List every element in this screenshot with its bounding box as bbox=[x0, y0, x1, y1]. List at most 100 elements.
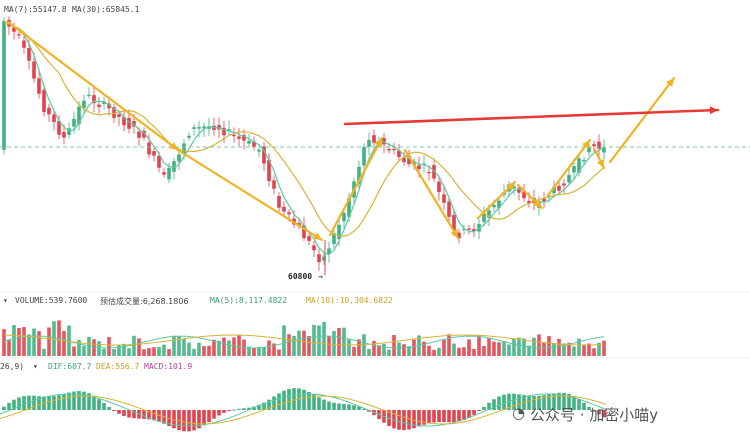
volume-bar bbox=[167, 349, 171, 356]
macd-histogram-bar bbox=[67, 392, 71, 410]
candle-body bbox=[497, 200, 501, 208]
gold-trend-arrow-head bbox=[169, 141, 178, 150]
volume-bar bbox=[402, 344, 406, 356]
volume-bar bbox=[582, 344, 586, 356]
candle-body bbox=[452, 214, 456, 230]
macd-histogram-bar bbox=[347, 404, 351, 410]
macd-histogram-bar bbox=[122, 410, 126, 417]
macd-histogram-bar bbox=[407, 410, 411, 430]
gold-trend-arrow bbox=[476, 180, 517, 220]
volume-bar bbox=[72, 346, 76, 356]
candle-body bbox=[367, 139, 371, 147]
volume-bar bbox=[452, 343, 456, 356]
volume-bar bbox=[487, 337, 491, 356]
candle-body bbox=[187, 135, 191, 138]
macd-histogram-bar bbox=[82, 391, 86, 410]
candle-body bbox=[147, 142, 151, 155]
volume-bar bbox=[302, 330, 306, 356]
macd-histogram-bar bbox=[492, 399, 496, 410]
macd-params-legend: 26,9) bbox=[0, 362, 25, 371]
low-price-arrow-icon: → bbox=[318, 272, 323, 281]
volume-bar bbox=[127, 348, 131, 356]
volume-bar bbox=[77, 339, 81, 356]
candle-body bbox=[162, 172, 166, 175]
candle-body bbox=[202, 126, 206, 129]
low-price-label: 60800 bbox=[288, 272, 313, 281]
volume-bar bbox=[182, 338, 186, 356]
volume-bar bbox=[122, 343, 126, 356]
macd-histogram-bar bbox=[397, 410, 401, 430]
volume-bar bbox=[207, 345, 211, 356]
volume-bar bbox=[352, 346, 356, 356]
watermark-text: 公众号 · 加密小喵y bbox=[530, 406, 659, 424]
volume-bar bbox=[107, 337, 111, 356]
candle-body bbox=[427, 171, 431, 174]
macd-histogram-bar bbox=[232, 409, 236, 411]
ma-fast-legend: MA(7):55147.8 bbox=[4, 5, 67, 14]
macd-histogram-bar bbox=[572, 396, 576, 410]
volume-bar bbox=[237, 334, 241, 356]
candle-body bbox=[227, 129, 231, 131]
volume-bar bbox=[507, 344, 511, 356]
volume-bar bbox=[422, 341, 426, 356]
volume-dropdown-icon[interactable]: ▾ bbox=[3, 296, 8, 305]
volume-bar bbox=[307, 336, 311, 356]
macd-histogram-bar bbox=[57, 395, 61, 410]
volume-bar bbox=[62, 331, 66, 356]
macd-histogram-bar bbox=[77, 391, 81, 410]
volume-bar bbox=[22, 327, 26, 356]
macd-histogram-bar bbox=[17, 397, 21, 410]
macd-histogram-bar bbox=[402, 410, 406, 431]
volume-bar bbox=[292, 335, 296, 356]
candle-body bbox=[77, 106, 81, 125]
candle-body bbox=[382, 138, 386, 145]
volume-bar bbox=[437, 347, 441, 356]
macd-histogram-bar bbox=[117, 410, 121, 414]
gold-trend-arrow bbox=[546, 138, 592, 197]
volume-bar bbox=[392, 334, 396, 356]
volume-bar bbox=[537, 334, 541, 356]
candle-body bbox=[437, 181, 441, 193]
macd-histogram-bar bbox=[237, 408, 241, 410]
candle-body bbox=[47, 107, 51, 115]
volume-bar bbox=[532, 337, 536, 356]
candle-body bbox=[82, 100, 86, 108]
macd-histogram-bar bbox=[467, 410, 471, 418]
candle-body bbox=[102, 101, 106, 104]
volume-bar bbox=[522, 338, 526, 356]
macd-histogram-bar bbox=[197, 410, 201, 429]
macd-histogram-bar bbox=[2, 406, 6, 410]
candle-body bbox=[107, 103, 111, 109]
volume-bar bbox=[142, 349, 146, 356]
candle-body bbox=[592, 144, 596, 147]
macd-histogram-bar bbox=[592, 410, 596, 411]
macd-histogram-bar bbox=[417, 410, 421, 427]
candle-body bbox=[152, 151, 156, 156]
ma-slow-legend: MA(30):65845.1 bbox=[72, 5, 140, 14]
macd-legend: MACD:101.9 bbox=[144, 362, 193, 371]
volume-bar bbox=[447, 334, 451, 356]
candle-body bbox=[207, 126, 211, 129]
volume-bar bbox=[282, 325, 286, 356]
volume-legend: VOLUME:539.7600 bbox=[15, 296, 88, 305]
candle-body bbox=[22, 40, 26, 48]
macd-dropdown-icon[interactable]: ▾ bbox=[33, 362, 38, 371]
macd-histogram-bar bbox=[577, 399, 581, 410]
macd-histogram-bar bbox=[302, 389, 306, 410]
candle-body bbox=[432, 164, 436, 179]
volume-bar bbox=[257, 347, 261, 356]
macd-histogram-bar bbox=[107, 407, 111, 410]
volume-bar bbox=[462, 347, 466, 356]
candle-body bbox=[167, 167, 171, 180]
candle-body bbox=[467, 228, 471, 230]
volume-bar bbox=[132, 335, 136, 356]
candle-body bbox=[217, 125, 221, 130]
candle-body bbox=[17, 34, 21, 36]
volume-bar bbox=[202, 346, 206, 356]
volume-bar bbox=[597, 342, 601, 356]
macd-histogram-bar bbox=[537, 395, 541, 410]
macd-histogram-bar bbox=[177, 410, 181, 431]
dea-legend: DEA:556.7 bbox=[96, 362, 140, 371]
candle-body bbox=[512, 186, 516, 189]
